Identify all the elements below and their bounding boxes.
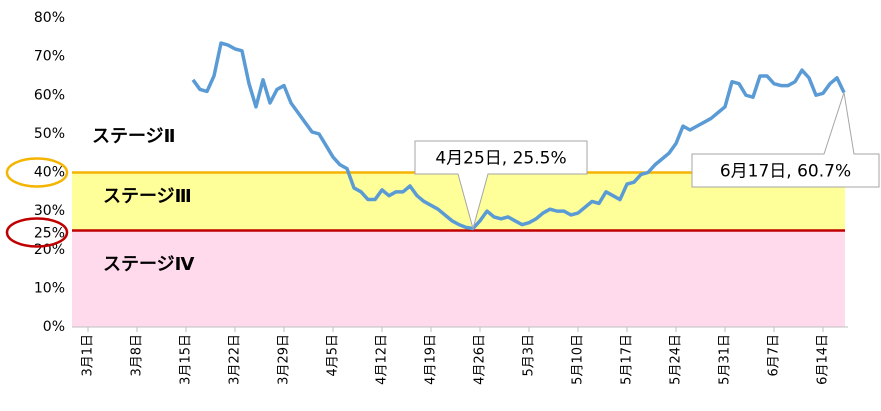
x-tick-label: 5月3日 [522, 334, 537, 377]
x-tick-label: 4月12日 [375, 334, 390, 385]
x-tick-label: 4月26日 [473, 334, 488, 385]
x-tick-label: 6月14日 [816, 334, 831, 385]
x-tick-label: 5月17日 [620, 334, 635, 385]
highlight-ellipse [5, 217, 69, 248]
callout-box [414, 140, 588, 231]
x-tick-label: 5月31日 [718, 334, 733, 385]
x-tick-label: 3月22日 [228, 334, 243, 385]
x-tick-label: 6月7日 [767, 334, 782, 377]
y-tick-label: 10% [34, 280, 65, 296]
y-tick-label: 0% [43, 319, 65, 335]
stage-label: ステージⅢ [103, 186, 192, 207]
x-tick-label: 3月1日 [81, 334, 96, 377]
x-tick-label: 5月24日 [669, 334, 684, 385]
data-line [191, 41, 846, 231]
stage-label: ステージⅣ [103, 254, 195, 275]
data-label: 6月17日, 60.7% [720, 162, 851, 182]
stage-band [72, 230, 845, 327]
y-tick-label: 60% [34, 87, 65, 103]
y-tick-label: 25% [34, 225, 65, 241]
y-tick-label: 40% [34, 165, 65, 181]
highlight-ellipse [5, 157, 69, 188]
x-tick-label: 3月8日 [130, 334, 145, 377]
x-tick-label: 3月29日 [277, 334, 292, 385]
x-tick-label: 3月15日 [179, 334, 194, 385]
y-tick-label: 80% [34, 10, 65, 26]
y-tick-label: 50% [34, 126, 65, 142]
callout-box [691, 92, 880, 188]
stage-label: ステージⅡ [92, 126, 176, 147]
y-tick-label: 30% [34, 203, 65, 219]
x-tick-label: 5月10日 [571, 334, 586, 385]
y-tick-label: 70% [34, 49, 65, 65]
x-tick-label: 4月5日 [326, 334, 341, 377]
x-tick-label: 4月19日 [424, 334, 439, 385]
data-label: 4月25日, 25.5% [435, 149, 566, 169]
